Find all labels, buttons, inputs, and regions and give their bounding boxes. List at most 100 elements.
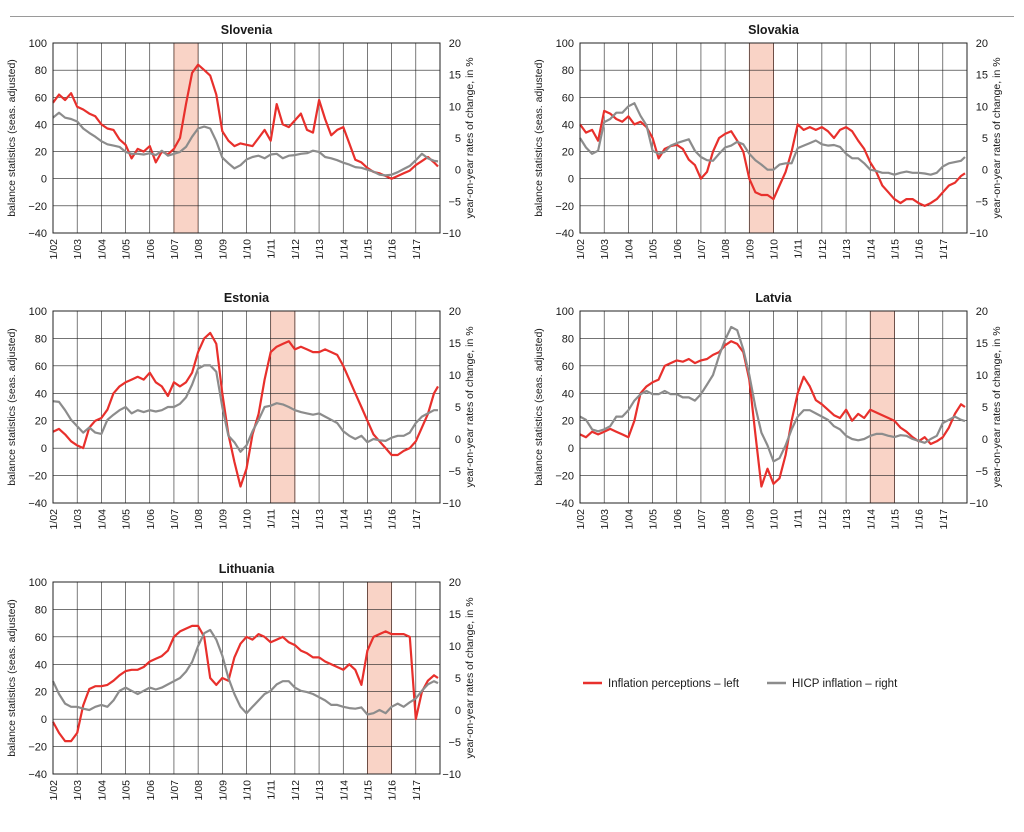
left-tick-label: 100 bbox=[556, 306, 574, 318]
left-tick-label: 20 bbox=[35, 416, 47, 428]
right-axis-title: year-on-year rates of change, in % bbox=[464, 57, 476, 218]
left-tick-label: 60 bbox=[562, 92, 574, 104]
left-tick-label: 0 bbox=[41, 714, 47, 726]
left-axis-title: balance statistics (seas. adjusted) bbox=[6, 59, 18, 217]
x-tick-label: 1/05 bbox=[648, 239, 660, 260]
x-tick-label: 1/10 bbox=[242, 239, 254, 260]
x-tick-label: 1/15 bbox=[362, 239, 374, 260]
left-tick-label: −40 bbox=[555, 228, 574, 240]
right-tick-label: 15 bbox=[449, 609, 461, 621]
x-tick-label: 1/05 bbox=[648, 509, 660, 530]
legend: Inflation perceptions – left HICP inflati… bbox=[583, 678, 898, 690]
x-tick-label: 1/15 bbox=[362, 780, 374, 801]
x-tick-label: 1/07 bbox=[696, 509, 708, 530]
left-axis-title: balance statistics (seas. adjusted) bbox=[533, 59, 545, 217]
x-tick-label: 1/08 bbox=[193, 780, 205, 801]
x-tick-label: 1/08 bbox=[193, 239, 205, 260]
right-tick-label: 15 bbox=[449, 70, 461, 82]
left-axis-title: balance statistics (seas. adjusted) bbox=[6, 328, 18, 486]
x-tick-label: 1/08 bbox=[193, 509, 205, 530]
right-tick-label: 20 bbox=[449, 38, 461, 50]
x-tick-label: 1/08 bbox=[720, 509, 732, 530]
x-tick-label: 1/07 bbox=[169, 509, 181, 530]
x-tick-label: 1/10 bbox=[769, 239, 781, 260]
right-tick-label: 20 bbox=[449, 306, 461, 318]
x-tick-label: 1/16 bbox=[387, 239, 399, 260]
x-tick-label: 1/16 bbox=[914, 239, 926, 260]
left-tick-label: 60 bbox=[35, 92, 47, 104]
plot-frame bbox=[579, 42, 968, 234]
x-tick-label: 1/09 bbox=[744, 509, 756, 530]
left-tick-label: 60 bbox=[35, 361, 47, 373]
x-tick-label: 1/06 bbox=[145, 509, 157, 530]
top-rule bbox=[10, 16, 1014, 17]
right-tick-label: 10 bbox=[449, 370, 461, 382]
left-tick-label: 0 bbox=[568, 174, 574, 186]
x-tick-label: 1/15 bbox=[889, 239, 901, 260]
right-tick-label: −5 bbox=[448, 466, 461, 478]
plot-frame bbox=[52, 42, 441, 234]
chart-panel-lithuania: Lithuania 100 80 60 40 20 0 −20 −40 20 15 10 5 0 −5 −10… bbox=[6, 562, 476, 800]
right-tick-label: −5 bbox=[975, 466, 988, 478]
x-tick-label: 1/12 bbox=[290, 780, 302, 801]
chart-panel-slovakia: Slovakia 100 80 60 40 20 0 −20 −40 20 15 10 5 0 −5 −10 1… bbox=[533, 23, 1003, 259]
right-tick-label: 0 bbox=[455, 165, 461, 177]
right-tick-label: 15 bbox=[976, 338, 988, 350]
x-tick-label: 1/14 bbox=[865, 509, 877, 530]
left-tick-label: 0 bbox=[41, 174, 47, 186]
x-tick-label: 1/09 bbox=[217, 239, 229, 260]
left-tick-label: 100 bbox=[29, 306, 47, 318]
shaded-period bbox=[748, 42, 774, 234]
left-tick-label: −40 bbox=[555, 498, 574, 510]
x-tick-label: 1/09 bbox=[217, 780, 229, 801]
left-tick-label: 80 bbox=[562, 333, 574, 345]
left-tick-label: −40 bbox=[28, 228, 47, 240]
x-tick-label: 1/02 bbox=[48, 239, 60, 260]
shaded-period bbox=[173, 42, 199, 234]
x-tick-label: 1/14 bbox=[338, 509, 350, 530]
x-tick-label: 1/07 bbox=[169, 239, 181, 260]
chart-title: Slovenia bbox=[221, 23, 273, 37]
x-tick-label: 1/15 bbox=[362, 509, 374, 530]
x-tick-label: 1/13 bbox=[314, 509, 326, 530]
right-axis-title: year-on-year rates of change, in % bbox=[991, 57, 1003, 218]
chart-title: Slovakia bbox=[748, 23, 800, 37]
perceptions-series-line bbox=[52, 624, 439, 743]
x-tick-label: 1/17 bbox=[411, 780, 423, 801]
right-tick-label: 10 bbox=[449, 641, 461, 653]
x-tick-label: 1/03 bbox=[72, 239, 84, 260]
right-tick-label: −10 bbox=[442, 498, 461, 510]
right-tick-label: 5 bbox=[455, 673, 461, 685]
left-tick-label: 60 bbox=[35, 632, 47, 644]
left-tick-label: 20 bbox=[35, 147, 47, 159]
x-tick-label: 1/15 bbox=[889, 509, 901, 530]
chart-title: Estonia bbox=[224, 291, 270, 305]
left-axis-title: balance statistics (seas. adjusted) bbox=[533, 328, 545, 486]
shaded-period bbox=[270, 310, 296, 504]
chart-title: Latvia bbox=[755, 291, 792, 305]
x-tick-label: 1/10 bbox=[242, 509, 254, 530]
perceptions-series-line bbox=[579, 109, 966, 207]
x-tick-label: 1/11 bbox=[266, 509, 278, 529]
left-tick-label: 100 bbox=[29, 577, 47, 589]
x-tick-label: 1/12 bbox=[817, 509, 829, 530]
x-tick-label: 1/05 bbox=[121, 509, 133, 530]
chart-title: Lithuania bbox=[219, 562, 276, 576]
x-tick-label: 1/04 bbox=[96, 780, 108, 801]
right-tick-label: 15 bbox=[449, 338, 461, 350]
x-tick-label: 1/11 bbox=[266, 239, 278, 259]
left-tick-label: −40 bbox=[28, 769, 47, 781]
x-tick-label: 1/16 bbox=[914, 509, 926, 530]
x-tick-label: 1/12 bbox=[290, 239, 302, 260]
x-tick-label: 1/16 bbox=[387, 780, 399, 801]
left-tick-label: 0 bbox=[568, 443, 574, 455]
left-tick-label: 40 bbox=[562, 119, 574, 131]
left-tick-label: 40 bbox=[35, 659, 47, 671]
left-tick-label: 60 bbox=[562, 361, 574, 373]
x-tick-label: 1/07 bbox=[169, 780, 181, 801]
x-tick-label: 1/13 bbox=[841, 239, 853, 260]
hicp-series-line bbox=[52, 364, 438, 453]
right-tick-label: 5 bbox=[982, 402, 988, 414]
hicp-series-line bbox=[579, 325, 966, 463]
right-tick-label: −5 bbox=[448, 737, 461, 749]
